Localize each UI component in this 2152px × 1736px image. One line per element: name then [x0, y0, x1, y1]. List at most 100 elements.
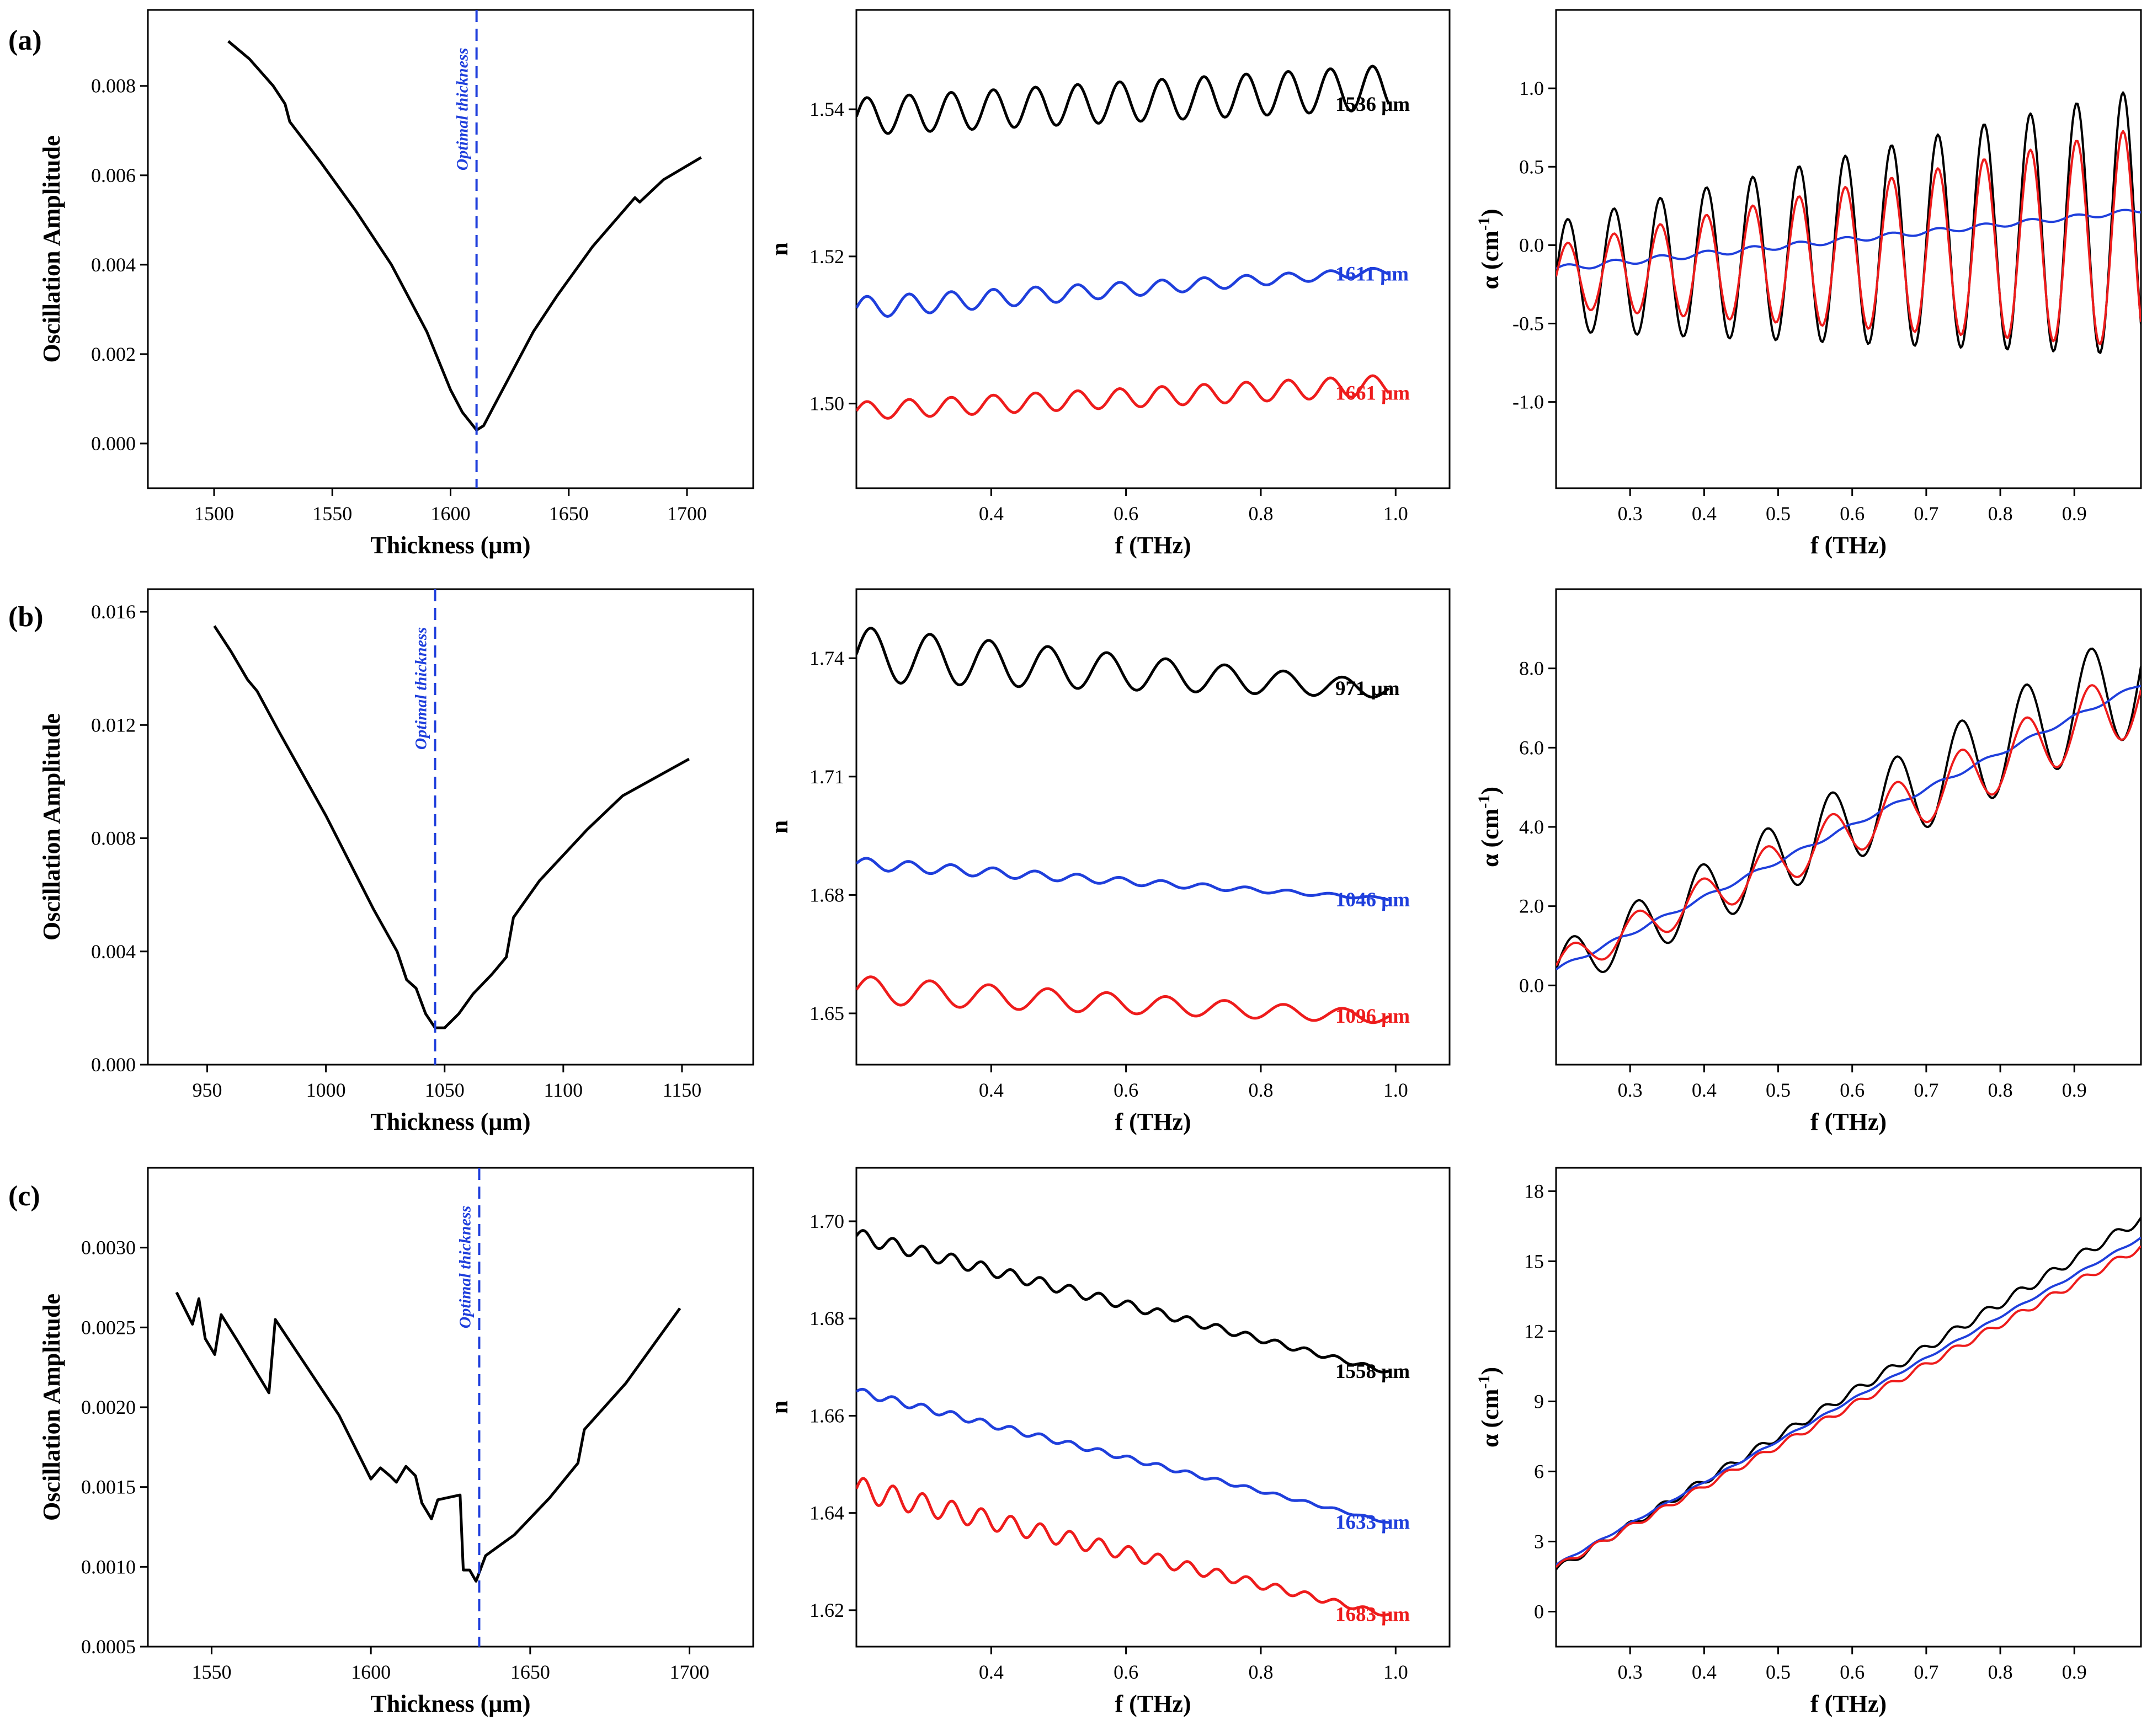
- optimal-thickness-label: Optimal thickness: [454, 48, 472, 171]
- plot-frame: [855, 588, 1451, 1066]
- x-tick-label: 0.4: [1692, 1079, 1717, 1101]
- y-tick-label: 1.62: [809, 1599, 844, 1621]
- x-axis-title: f (THz): [1115, 1690, 1191, 1717]
- y-axis-title: Oscillation Amplitude: [38, 1294, 65, 1521]
- x-tick-label: 0.8: [1248, 1079, 1273, 1101]
- plot-frame: [855, 9, 1451, 489]
- series-line-1: [856, 857, 1389, 901]
- series-line-0: [213, 625, 690, 1029]
- x-tick-label: 1.0: [1383, 503, 1408, 525]
- x-tick-label: 0.3: [1618, 1661, 1643, 1683]
- plot-area: [856, 627, 1390, 1024]
- plot-b3: 0.3 0.4 0.5 0.6 0.7 0.8 0.9 0.0 2.0 4.0 6.0 8.0 f (T…: [1475, 588, 2142, 1135]
- plot-area: [856, 65, 1391, 420]
- series-label-0: 1558 μm: [1335, 1360, 1410, 1383]
- y-axis-title: Oscillation Amplitude: [38, 713, 65, 941]
- y-tick-label: 1.52: [809, 245, 844, 268]
- x-tick-label: 1100: [544, 1079, 583, 1101]
- y-tick-label: 0.5: [1519, 156, 1544, 178]
- series-line-2: [1556, 130, 2141, 345]
- y-tick-label: 6: [1534, 1460, 1544, 1482]
- x-tick-label: 0.7: [1914, 503, 1938, 525]
- y-tick-label: 0.0: [1519, 974, 1544, 996]
- y-tick-label: -0.5: [1512, 313, 1544, 335]
- panel-label-b: (b): [8, 601, 44, 633]
- y-tick-label: 2.0: [1519, 895, 1544, 917]
- x-tick-label: 1.0: [1383, 1661, 1408, 1683]
- y-tick-label: 18: [1524, 1180, 1544, 1202]
- y-axis-title: α (cm-1): [1475, 209, 1504, 289]
- x-tick-label: 0.7: [1914, 1079, 1938, 1101]
- plot-area: [856, 1229, 1389, 1617]
- x-tick-label: 1700: [670, 1661, 710, 1683]
- x-tick-label: 0.8: [1988, 1079, 2013, 1101]
- x-tick-label: 0.8: [1248, 1661, 1273, 1683]
- y-tick-label: 0.000: [91, 432, 136, 455]
- y-tick-label: 0.0030: [81, 1237, 136, 1259]
- x-tick-label: 0.6: [1840, 1661, 1865, 1683]
- x-tick-label: 1550: [312, 503, 352, 525]
- x-tick-label: 0.4: [979, 1079, 1004, 1101]
- plot-c3: 0.3 0.4 0.5 0.6 0.7 0.8 0.9 0 3 6 9 12 15 18 f (THz) α …: [1475, 1167, 2142, 1717]
- y-axis-title: n: [766, 242, 793, 255]
- x-tick-label: 0.7: [1914, 1661, 1938, 1683]
- x-tick-label: 1650: [549, 503, 589, 525]
- series-label-1: 1611 μm: [1335, 263, 1409, 286]
- series-line-0: [175, 1291, 681, 1583]
- x-tick-label: 0.8: [1988, 503, 2013, 525]
- y-tick-label: 0.0020: [81, 1396, 136, 1418]
- y-tick-label: 12: [1524, 1320, 1544, 1342]
- y-tick-label: 1.54: [809, 98, 844, 120]
- x-tick-label: 1.0: [1383, 1079, 1408, 1101]
- y-tick-label: 0.0010: [81, 1556, 136, 1578]
- x-tick-label: 1600: [431, 503, 471, 525]
- x-tick-label: 0.9: [2062, 503, 2087, 525]
- optimal-thickness-label: Optimal thickness: [456, 1206, 474, 1329]
- panel-label-a: (a): [8, 25, 42, 56]
- series-label-1: 1046 μm: [1335, 889, 1410, 911]
- y-tick-label: 0.004: [91, 941, 136, 963]
- y-tick-label: 0.002: [91, 343, 136, 365]
- x-tick-label: 0.4: [1692, 1661, 1717, 1683]
- plot-c2: 0.4 0.6 0.8 1.0 1.62 1.64 1.66 1.68 1.70 f (THz) n…: [766, 1167, 1451, 1717]
- y-axis-title: Oscillation Amplitude: [38, 136, 65, 363]
- plot-a2: 0.4 0.6 0.8 1.0 1.50 1.52 1.54 f (THz) n 1536 μm 1…: [766, 9, 1451, 559]
- x-tick-label: 1000: [306, 1079, 346, 1101]
- x-axis-title: Thickness (μm): [370, 532, 530, 559]
- series-line-0: [856, 627, 1390, 699]
- x-tick-label: 0.8: [1988, 1661, 2013, 1683]
- y-axis-title: α (cm-1): [1475, 1367, 1504, 1447]
- plot-a1: 1500 1550 1600 1650 1700 0.000 0.002 0.004 0.006…: [38, 9, 754, 559]
- plot-c1: 1550 1600 1650 1700 0.0005 0.0010 0.0015 0.0020…: [38, 1167, 754, 1717]
- y-tick-label: 0.0005: [81, 1636, 136, 1658]
- x-tick-label: 0.5: [1766, 1661, 1791, 1683]
- series-label-0: 1536 μm: [1335, 93, 1410, 116]
- series-line-1: [856, 1387, 1389, 1524]
- plot-frame: [855, 1167, 1451, 1648]
- y-axis-title: α (cm-1): [1475, 787, 1504, 867]
- y-tick-label: 1.74: [809, 647, 844, 669]
- plot-area: [1556, 1217, 2141, 1571]
- x-tick-label: 0.9: [2062, 1079, 2087, 1101]
- x-axis-title: f (THz): [1115, 532, 1191, 559]
- x-tick-label: 1500: [194, 503, 234, 525]
- panel-label-c: (c): [8, 1181, 40, 1212]
- y-tick-label: 3: [1534, 1530, 1544, 1552]
- series-line-2: [856, 975, 1390, 1024]
- y-tick-label: 1.50: [809, 393, 844, 415]
- series-line-2: [1556, 1245, 2141, 1568]
- x-tick-label: 1700: [667, 503, 707, 525]
- y-tick-label: 0.0: [1519, 234, 1544, 256]
- y-tick-label: 0.0015: [81, 1476, 136, 1498]
- y-tick-label: 8.0: [1519, 658, 1544, 680]
- y-tick-label: 1.66: [809, 1404, 844, 1427]
- plot-b1: 950 1000 1050 1100 1150 0.000 0.004 0.008 0.012 0…: [38, 588, 754, 1135]
- series-label-2: 1096 μm: [1335, 1005, 1410, 1028]
- plot-area: [213, 625, 690, 1029]
- y-tick-label: 1.71: [809, 766, 844, 788]
- y-tick-label: 0.0025: [81, 1316, 136, 1338]
- x-tick-label: 1150: [663, 1079, 702, 1101]
- series-line-1: [1556, 1236, 2141, 1566]
- x-tick-label: 0.3: [1618, 1079, 1643, 1101]
